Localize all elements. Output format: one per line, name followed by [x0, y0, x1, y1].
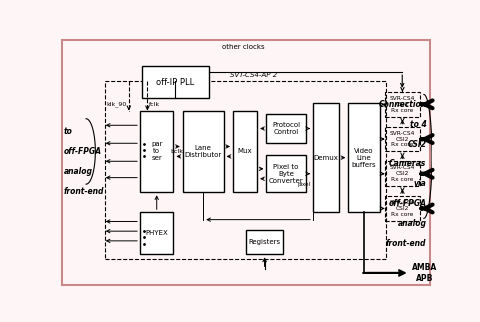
Text: Pixel to
Byte
Converter: Pixel to Byte Converter: [269, 164, 303, 184]
Bar: [140, 110, 173, 192]
Text: off-FPGA: off-FPGA: [388, 199, 426, 208]
Bar: [246, 230, 283, 254]
Text: other clocks: other clocks: [222, 44, 264, 50]
Text: klk_90: klk_90: [107, 101, 127, 107]
Text: analog: analog: [397, 219, 426, 228]
Text: Demux: Demux: [313, 155, 338, 161]
Text: bclk: bclk: [171, 149, 184, 154]
Text: PHYEX: PHYEX: [145, 230, 168, 236]
Bar: [385, 127, 420, 151]
Bar: [348, 103, 380, 212]
Text: via: via: [414, 179, 426, 188]
Bar: [233, 110, 257, 192]
Text: par
to
ser: par to ser: [151, 141, 162, 161]
Text: fclk: fclk: [149, 102, 160, 107]
Text: SVR-CS4
CSI2
Rx core: SVR-CS4 CSI2 Rx core: [390, 131, 415, 147]
Text: to 4: to 4: [409, 120, 426, 129]
Text: SVR-CS4
CSI2
Rx core: SVR-CS4 CSI2 Rx core: [390, 200, 415, 217]
Text: front-end: front-end: [64, 187, 104, 196]
Text: SVR-CS4
CSI2
Rx core: SVR-CS4 CSI2 Rx core: [390, 166, 415, 182]
Text: Mux: Mux: [238, 148, 252, 155]
Bar: [385, 196, 420, 221]
Text: off-FPGA: off-FPGA: [64, 147, 102, 156]
Text: SVR-CS4
CSI2
Rx core: SVR-CS4 CSI2 Rx core: [390, 96, 415, 113]
Text: to: to: [64, 127, 72, 136]
Text: pixel: pixel: [297, 183, 310, 187]
Text: Registers: Registers: [249, 239, 281, 245]
Bar: [183, 110, 224, 192]
Text: analog: analog: [64, 167, 93, 176]
Text: off-IP PLL: off-IP PLL: [156, 78, 194, 87]
Text: CSI2: CSI2: [408, 139, 426, 148]
Bar: [385, 161, 420, 186]
Bar: [140, 212, 173, 254]
Text: Cameras: Cameras: [389, 159, 426, 168]
Bar: [142, 66, 209, 98]
Text: Protocol
Control: Protocol Control: [272, 122, 300, 135]
Text: AMBA
APB: AMBA APB: [411, 263, 437, 283]
Text: Lane
Distributor: Lane Distributor: [185, 145, 222, 158]
Text: Video
Line
buffers: Video Line buffers: [352, 148, 376, 168]
Bar: [266, 114, 306, 143]
Bar: [385, 92, 420, 117]
Text: Connection: Connection: [378, 100, 426, 109]
Bar: [266, 155, 306, 192]
Bar: [313, 103, 339, 212]
Text: SVT-CS4-AP 2: SVT-CS4-AP 2: [230, 71, 277, 78]
Bar: [105, 81, 385, 259]
Text: front-end: front-end: [386, 239, 426, 248]
